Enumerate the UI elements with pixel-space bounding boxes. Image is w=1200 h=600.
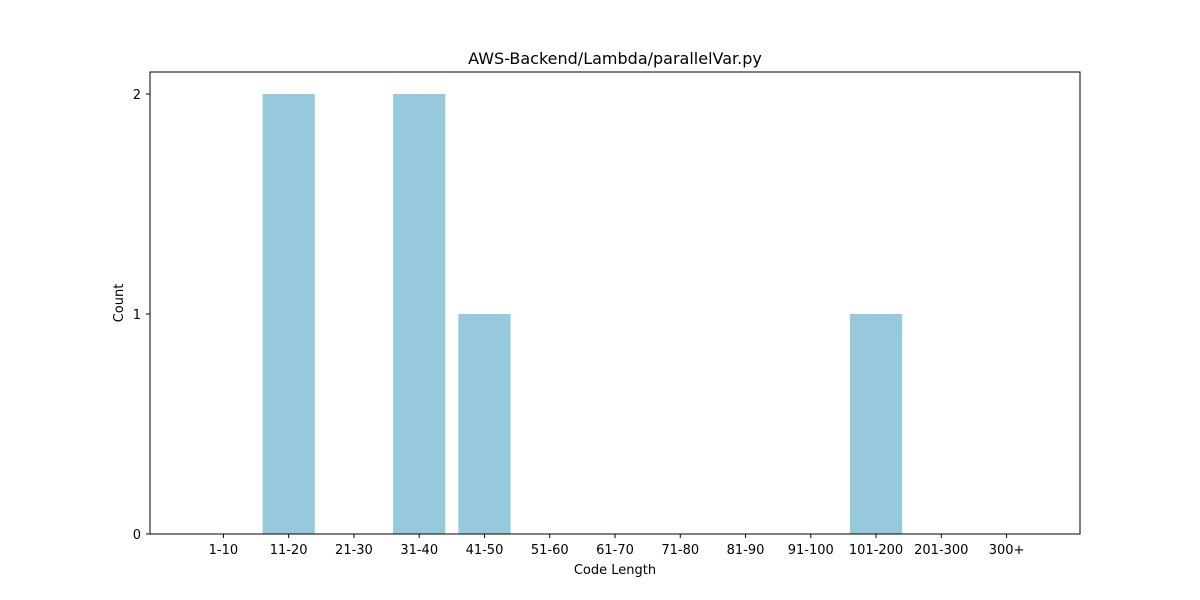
x-tick-label-201-300: 201-300 xyxy=(914,543,968,558)
x-axis-ticks: 1-10 11-20 21-30 31-40 41-50 51-60 61-70 71-80 8… xyxy=(209,534,1025,558)
x-tick-label-71-80: 71-80 xyxy=(661,543,699,558)
x-tick-label-11-20: 11-20 xyxy=(270,543,308,558)
x-tick-label-91-100: 91-100 xyxy=(788,543,834,558)
y-tick-label-1: 1 xyxy=(133,308,141,323)
y-tick-label-0: 0 xyxy=(133,528,141,543)
bars-group xyxy=(263,94,903,534)
y-axis-label: Count xyxy=(112,284,127,323)
x-tick-label-300+: 300+ xyxy=(989,543,1025,558)
y-axis-ticks: 0 1 2 xyxy=(133,88,150,543)
bar-41-50 xyxy=(458,314,510,534)
x-tick-label-81-90: 81-90 xyxy=(727,543,765,558)
bar-31-40 xyxy=(393,94,445,534)
chart-title: AWS-Backend/Lambda/parallelVar.py xyxy=(468,49,762,68)
x-tick-label-21-30: 21-30 xyxy=(335,543,373,558)
x-tick-label-101-200: 101-200 xyxy=(849,543,903,558)
x-tick-label-61-70: 61-70 xyxy=(596,543,634,558)
bar-11-20 xyxy=(263,94,315,534)
x-axis-label: Code Length xyxy=(574,563,656,578)
x-tick-label-1-10: 1-10 xyxy=(209,543,239,558)
x-tick-label-41-50: 41-50 xyxy=(466,543,504,558)
x-tick-label-51-60: 51-60 xyxy=(531,543,569,558)
y-tick-label-2: 2 xyxy=(133,88,141,103)
x-tick-label-31-40: 31-40 xyxy=(400,543,438,558)
bar-101-200 xyxy=(850,314,902,534)
